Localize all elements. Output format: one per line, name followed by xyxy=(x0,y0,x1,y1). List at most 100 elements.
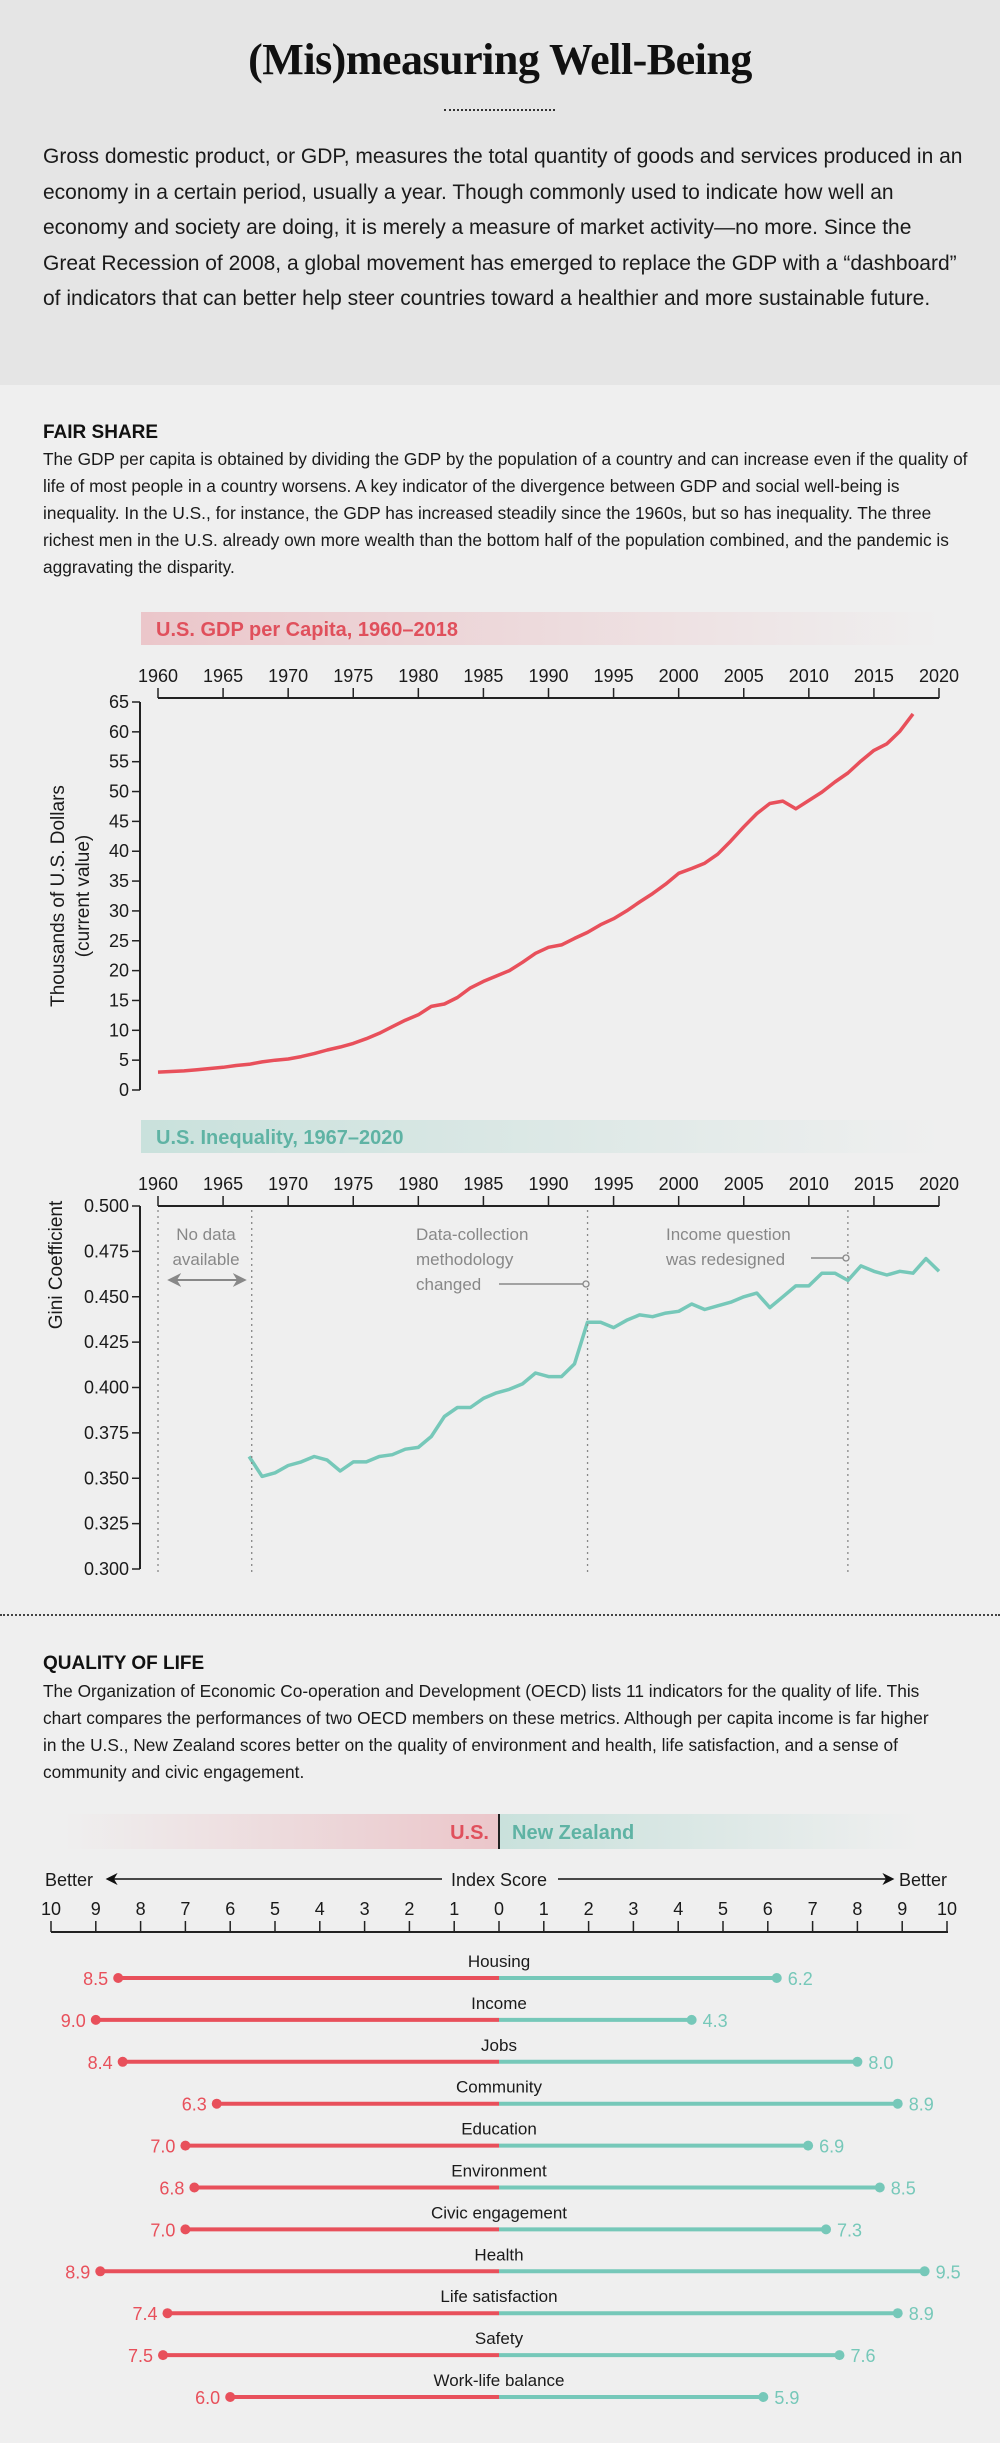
us-dot xyxy=(158,2350,168,2361)
us-value: 7.0 xyxy=(150,2220,175,2240)
nz-dot xyxy=(892,2308,903,2319)
indicator-label: Health xyxy=(474,2245,523,2264)
us-value: 6.0 xyxy=(195,2388,220,2408)
annotation-no-data: available xyxy=(172,1250,239,1269)
indicator-label: Housing xyxy=(468,1952,530,1971)
annotation-marker xyxy=(582,1280,590,1288)
x-tick-label: 1990 xyxy=(528,666,568,686)
indicator-row: Housing 8.5 6.2 xyxy=(83,1952,813,1989)
y-tick-label: 0 xyxy=(119,1080,129,1100)
page-title: (Mis)measuring Well-Being xyxy=(248,35,752,84)
x-tick-label: 1960 xyxy=(138,666,178,686)
y-axis-label: Gini Coefficient xyxy=(46,1200,67,1329)
y-tick-label: 45 xyxy=(109,811,129,831)
indicator-row: Environment 6.8 8.5 xyxy=(159,2162,916,2199)
score-tick-label: 2 xyxy=(584,1899,594,1919)
score-tick-label: 10 xyxy=(41,1899,61,1919)
y-tick-label: 0.475 xyxy=(84,1241,129,1261)
score-tick-label: 2 xyxy=(404,1899,414,1919)
score-tick-label: 8 xyxy=(136,1899,146,1919)
us-dot xyxy=(225,2392,236,2402)
score-tick-label: 4 xyxy=(673,1899,683,1919)
y-tick-label: 0.350 xyxy=(84,1468,129,1488)
y-tick-label: 20 xyxy=(109,961,129,981)
legend-nz: New Zealand xyxy=(512,1822,634,1844)
chart-title-band xyxy=(141,612,941,645)
score-tick-label: 3 xyxy=(628,1899,638,1919)
nz-value: 5.9 xyxy=(774,2388,799,2408)
annotation-income-question: Income question xyxy=(666,1225,791,1244)
x-tick-label: 1980 xyxy=(398,1174,438,1194)
nz-dot xyxy=(686,2014,697,2025)
axis-better-right: Better xyxy=(899,1870,947,1890)
chart-title: U.S. Inequality, 1967–2020 xyxy=(156,1127,404,1149)
x-tick-label: 1970 xyxy=(268,666,308,686)
score-tick-label: 9 xyxy=(897,1899,907,1919)
score-tick-label: 9 xyxy=(91,1899,101,1919)
x-tick-label: 2000 xyxy=(659,1174,699,1194)
us-dot xyxy=(180,2224,191,2235)
y-tick-label: 30 xyxy=(109,901,129,921)
us-dot xyxy=(90,2014,101,2025)
indicator-row: Safety 7.5 7.6 xyxy=(128,2329,876,2366)
nz-dot xyxy=(852,2056,863,2067)
x-tick-label: 1975 xyxy=(333,1174,373,1194)
us-dot xyxy=(117,2056,128,2067)
x-tick-label: 1980 xyxy=(398,666,438,686)
indicator-row: Education 7.0 6.9 xyxy=(150,2120,844,2157)
score-tick-label: 6 xyxy=(225,1899,235,1919)
chart-title: U.S. GDP per Capita, 1960–2018 xyxy=(156,619,458,641)
x-tick-label: 1990 xyxy=(528,1174,568,1194)
score-tick-label: 0 xyxy=(494,1899,504,1919)
x-tick-label: 1985 xyxy=(463,666,503,686)
y-tick-label: 0.400 xyxy=(84,1378,129,1398)
indicator-row: Work-life balance 6.0 5.9 xyxy=(195,2371,799,2408)
us-value: 8.5 xyxy=(83,1969,108,1989)
nz-value: 8.0 xyxy=(868,2053,893,2073)
x-tick-label: 2005 xyxy=(724,666,764,686)
score-tick-label: 7 xyxy=(180,1899,190,1919)
us-value: 8.9 xyxy=(65,2262,90,2282)
us-value: 7.5 xyxy=(128,2346,153,2366)
us-dot xyxy=(113,1973,124,1983)
nz-dot xyxy=(821,2224,832,2235)
y-tick-label: 50 xyxy=(109,782,129,802)
us-value: 8.4 xyxy=(88,2053,113,2073)
us-value: 9.0 xyxy=(61,2011,86,2031)
nz-value: 9.5 xyxy=(936,2262,961,2282)
x-tick-label: 2010 xyxy=(789,666,829,686)
x-tick-label: 1995 xyxy=(594,666,634,686)
nz-dot xyxy=(874,2182,885,2193)
quality-of-life-text: The Organization of Economic Co-operatio… xyxy=(43,1681,929,1782)
gdp-chart: U.S. GDP per Capita, 1960–2018 1960 1965 19… xyxy=(48,612,959,1100)
quality-of-life-heading: QUALITY OF LIFE xyxy=(43,1653,205,1674)
indicator-row: Community 6.3 8.9 xyxy=(182,2078,934,2115)
y-axis-label: Thousands of U.S. Dollars xyxy=(48,785,69,1007)
score-tick-label: 1 xyxy=(539,1899,549,1919)
y-tick-label: 0.300 xyxy=(84,1559,129,1579)
header-panel xyxy=(0,0,1000,385)
us-dot xyxy=(180,2140,191,2151)
nz-value: 6.9 xyxy=(819,2137,844,2157)
indicator-row: Life satisfaction 7.4 8.9 xyxy=(132,2287,933,2324)
score-tick-label: 6 xyxy=(763,1899,773,1919)
score-tick-label: 1 xyxy=(449,1899,459,1919)
indicator-label: Life satisfaction xyxy=(440,2287,557,2306)
nz-value: 8.9 xyxy=(909,2304,934,2324)
axis-better-left: Better xyxy=(45,1870,93,1890)
score-tick-label: 5 xyxy=(270,1899,280,1919)
nz-value: 7.6 xyxy=(850,2346,875,2366)
score-tick-label: 7 xyxy=(808,1899,818,1919)
data-line xyxy=(157,712,915,1074)
legend-band-us xyxy=(64,1814,499,1849)
x-tick-label: 2020 xyxy=(919,1174,959,1194)
score-tick-label: 8 xyxy=(852,1899,862,1919)
x-tick-label: 1970 xyxy=(268,1174,308,1194)
indicator-label: Income xyxy=(471,1994,527,2013)
score-tick-label: 5 xyxy=(718,1899,728,1919)
y-tick-label: 10 xyxy=(109,1020,129,1040)
y-tick-label: 35 xyxy=(109,871,129,891)
y-tick-label: 0.450 xyxy=(84,1287,129,1307)
